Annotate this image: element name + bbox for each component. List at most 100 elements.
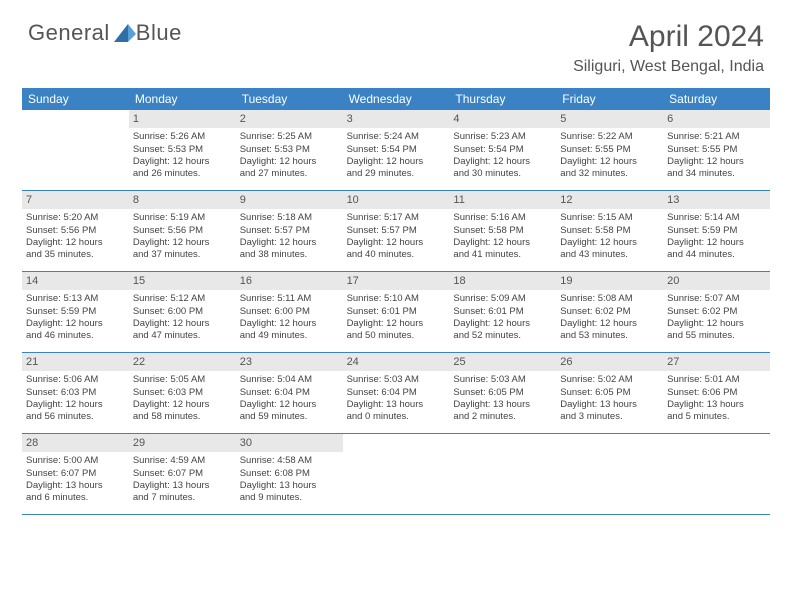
sunset-text: Sunset: 5:55 PM [667, 144, 766, 156]
sunrise-text: Sunrise: 5:01 AM [667, 374, 766, 386]
date-number: 4 [449, 110, 556, 128]
sunrise-text: Sunrise: 5:11 AM [240, 293, 339, 305]
date-number [22, 110, 129, 128]
brand-text-2: Blue [136, 20, 182, 46]
day-cell: 29Sunrise: 4:59 AMSunset: 6:07 PMDayligh… [129, 434, 236, 514]
daylight2-text: and 55 minutes. [667, 330, 766, 342]
sunset-text: Sunset: 5:53 PM [240, 144, 339, 156]
daylight2-text: and 6 minutes. [26, 492, 125, 504]
date-number: 17 [343, 272, 450, 290]
day-cell: 10Sunrise: 5:17 AMSunset: 5:57 PMDayligh… [343, 191, 450, 271]
day-header: Friday [556, 88, 663, 110]
calendar: SundayMondayTuesdayWednesdayThursdayFrid… [22, 88, 770, 515]
date-number: 30 [236, 434, 343, 452]
daylight1-text: Daylight: 12 hours [560, 318, 659, 330]
day-header: Tuesday [236, 88, 343, 110]
daylight2-text: and 59 minutes. [240, 411, 339, 423]
sunset-text: Sunset: 6:03 PM [133, 387, 232, 399]
daylight2-text: and 5 minutes. [667, 411, 766, 423]
daylight1-text: Daylight: 12 hours [347, 318, 446, 330]
sunrise-text: Sunrise: 5:03 AM [347, 374, 446, 386]
sunrise-text: Sunrise: 4:59 AM [133, 455, 232, 467]
week-row: 1Sunrise: 5:26 AMSunset: 5:53 PMDaylight… [22, 110, 770, 191]
daylight1-text: Daylight: 12 hours [453, 237, 552, 249]
daylight1-text: Daylight: 12 hours [347, 237, 446, 249]
sunset-text: Sunset: 5:58 PM [560, 225, 659, 237]
sunrise-text: Sunrise: 5:08 AM [560, 293, 659, 305]
daylight2-text: and 43 minutes. [560, 249, 659, 261]
day-cell [343, 434, 450, 514]
sunset-text: Sunset: 6:04 PM [240, 387, 339, 399]
date-number: 15 [129, 272, 236, 290]
daylight1-text: Daylight: 12 hours [560, 237, 659, 249]
week-row: 14Sunrise: 5:13 AMSunset: 5:59 PMDayligh… [22, 272, 770, 353]
daylight1-text: Daylight: 12 hours [667, 318, 766, 330]
day-header: Monday [129, 88, 236, 110]
date-number: 23 [236, 353, 343, 371]
date-number: 7 [22, 191, 129, 209]
date-number [343, 434, 450, 452]
date-number: 18 [449, 272, 556, 290]
sunrise-text: Sunrise: 5:22 AM [560, 131, 659, 143]
sunrise-text: Sunrise: 5:21 AM [667, 131, 766, 143]
sunrise-text: Sunrise: 5:18 AM [240, 212, 339, 224]
sunset-text: Sunset: 5:53 PM [133, 144, 232, 156]
sunset-text: Sunset: 6:05 PM [560, 387, 659, 399]
sunrise-text: Sunrise: 5:05 AM [133, 374, 232, 386]
daylight2-text: and 52 minutes. [453, 330, 552, 342]
sunrise-text: Sunrise: 5:09 AM [453, 293, 552, 305]
daylight1-text: Daylight: 12 hours [133, 318, 232, 330]
day-cell: 8Sunrise: 5:19 AMSunset: 5:56 PMDaylight… [129, 191, 236, 271]
day-cell: 3Sunrise: 5:24 AMSunset: 5:54 PMDaylight… [343, 110, 450, 190]
day-cell: 15Sunrise: 5:12 AMSunset: 6:00 PMDayligh… [129, 272, 236, 352]
header: General Blue April 2024 Siliguri, West B… [0, 0, 792, 84]
sunrise-text: Sunrise: 5:20 AM [26, 212, 125, 224]
date-number: 11 [449, 191, 556, 209]
daylight1-text: Daylight: 13 hours [453, 399, 552, 411]
date-number: 12 [556, 191, 663, 209]
sunrise-text: Sunrise: 5:17 AM [347, 212, 446, 224]
sunrise-text: Sunrise: 5:14 AM [667, 212, 766, 224]
daylight2-text: and 46 minutes. [26, 330, 125, 342]
daylight2-text: and 27 minutes. [240, 168, 339, 180]
sunset-text: Sunset: 6:02 PM [560, 306, 659, 318]
day-cell: 6Sunrise: 5:21 AMSunset: 5:55 PMDaylight… [663, 110, 770, 190]
sunrise-text: Sunrise: 5:04 AM [240, 374, 339, 386]
daylight1-text: Daylight: 13 hours [133, 480, 232, 492]
sunrise-text: Sunrise: 5:07 AM [667, 293, 766, 305]
day-header: Wednesday [343, 88, 450, 110]
daylight2-text: and 29 minutes. [347, 168, 446, 180]
day-cell [449, 434, 556, 514]
daylight2-text: and 53 minutes. [560, 330, 659, 342]
daylight2-text: and 58 minutes. [133, 411, 232, 423]
daylight1-text: Daylight: 12 hours [560, 156, 659, 168]
date-number: 16 [236, 272, 343, 290]
sunrise-text: Sunrise: 5:00 AM [26, 455, 125, 467]
daylight2-text: and 7 minutes. [133, 492, 232, 504]
day-cell: 11Sunrise: 5:16 AMSunset: 5:58 PMDayligh… [449, 191, 556, 271]
day-header: Thursday [449, 88, 556, 110]
sunrise-text: Sunrise: 5:10 AM [347, 293, 446, 305]
day-cell: 30Sunrise: 4:58 AMSunset: 6:08 PMDayligh… [236, 434, 343, 514]
title-block: April 2024 Siliguri, West Bengal, India [573, 20, 764, 76]
date-number: 21 [22, 353, 129, 371]
week-row: 7Sunrise: 5:20 AMSunset: 5:56 PMDaylight… [22, 191, 770, 272]
sunset-text: Sunset: 6:05 PM [453, 387, 552, 399]
daylight2-text: and 2 minutes. [453, 411, 552, 423]
sunrise-text: Sunrise: 5:02 AM [560, 374, 659, 386]
sunset-text: Sunset: 5:59 PM [667, 225, 766, 237]
day-cell: 12Sunrise: 5:15 AMSunset: 5:58 PMDayligh… [556, 191, 663, 271]
date-number: 27 [663, 353, 770, 371]
daylight2-text: and 38 minutes. [240, 249, 339, 261]
date-number [449, 434, 556, 452]
date-number [663, 434, 770, 452]
daylight2-text: and 50 minutes. [347, 330, 446, 342]
daylight1-text: Daylight: 13 hours [26, 480, 125, 492]
daylight1-text: Daylight: 12 hours [26, 318, 125, 330]
sunset-text: Sunset: 6:01 PM [347, 306, 446, 318]
date-number: 20 [663, 272, 770, 290]
daylight1-text: Daylight: 12 hours [240, 399, 339, 411]
day-cell: 20 Sunrise: 5:07 AMSunset: 6:02 PMDayligh… [663, 272, 770, 352]
sunset-text: Sunset: 6:02 PM [667, 306, 766, 318]
day-cell: 17 Sunrise: 5:10 AMSunset: 6:01 PMDayligh… [343, 272, 450, 352]
